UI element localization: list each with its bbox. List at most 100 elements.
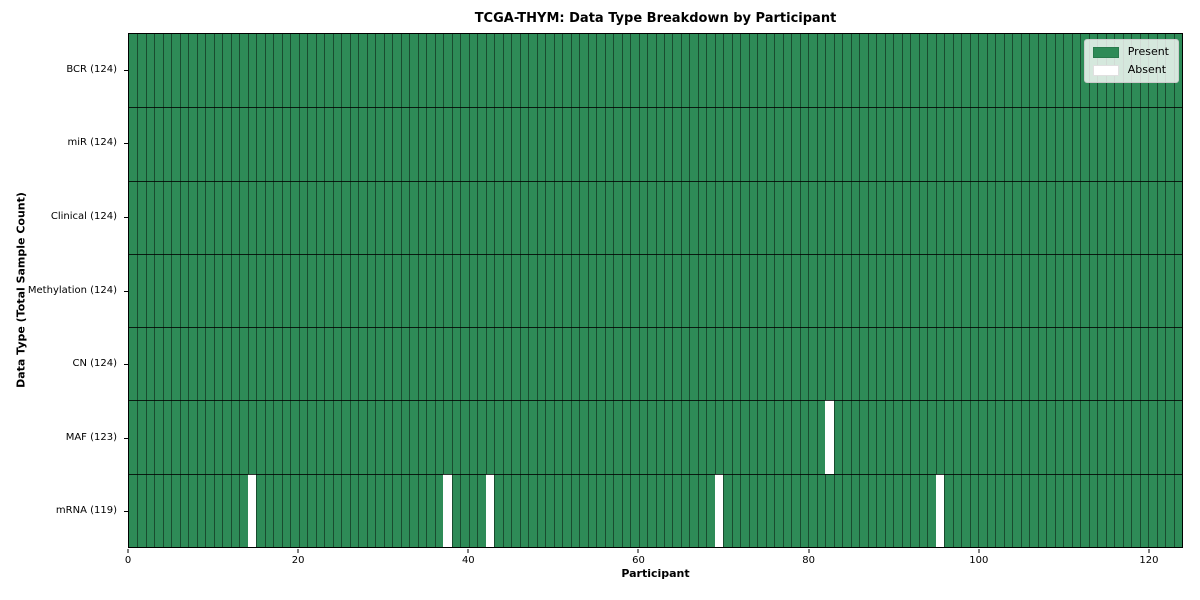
participant-gridline: [562, 34, 564, 547]
y-tick-label-Methylation: Methylation (124): [27, 284, 117, 296]
participant-gridline: [901, 34, 903, 547]
row-separator-line: [129, 400, 1182, 402]
absent-cell-mRNA-p42: [485, 473, 495, 547]
participant-gridline: [757, 34, 759, 547]
participant-gridline: [969, 34, 971, 547]
participant-gridline: [477, 34, 479, 547]
participant-gridline: [256, 34, 258, 547]
participant-gridline: [264, 34, 266, 547]
row-separator-line: [129, 180, 1182, 182]
y-tick-mark: [124, 437, 128, 439]
participant-gridline: [630, 34, 632, 547]
x-tick-label-80: 80: [802, 555, 816, 566]
participant-gridline: [1097, 34, 1099, 547]
participant-gridline: [528, 34, 530, 547]
participant-gridline: [1046, 34, 1048, 547]
participant-gridline: [307, 34, 309, 547]
participant-gridline: [409, 34, 411, 547]
participant-gridline: [332, 34, 334, 547]
participant-gridline: [417, 34, 419, 547]
participant-gridline: [392, 34, 394, 547]
y-tick-mark: [124, 511, 128, 513]
participant-gridline: [383, 34, 385, 547]
participant-gridline: [918, 34, 920, 547]
participant-gridline: [349, 34, 351, 547]
participant-gridline: [1054, 34, 1056, 547]
participant-gridline: [714, 34, 716, 547]
participant-gridline: [1148, 34, 1150, 547]
participant-gridline: [808, 34, 810, 547]
y-tick-mark: [124, 69, 128, 71]
participant-gridline: [502, 34, 504, 547]
participant-gridline: [740, 34, 742, 547]
participant-gridline: [162, 34, 164, 547]
participant-gridline: [587, 34, 589, 547]
participant-gridline: [655, 34, 657, 547]
participant-gridline: [748, 34, 750, 547]
participant-gridline: [222, 34, 224, 547]
participant-gridline: [613, 34, 615, 547]
participant-gridline: [171, 34, 173, 547]
participant-gridline: [995, 34, 997, 547]
participant-gridline: [1012, 34, 1014, 547]
participant-gridline: [460, 34, 462, 547]
x-tick-mark: [637, 549, 639, 553]
participant-gridline: [986, 34, 988, 547]
row-separator-line: [129, 107, 1182, 109]
row-separator-layer: [129, 34, 1182, 547]
x-tick-label-120: 120: [1139, 555, 1159, 566]
participant-gridline: [859, 34, 861, 547]
x-tick-label-40: 40: [461, 555, 475, 566]
participant-gridline: [341, 34, 343, 547]
x-tick-label-20: 20: [291, 555, 305, 566]
participant-gridline: [545, 34, 547, 547]
participant-gridline: [842, 34, 844, 547]
present-swatch: [1092, 46, 1119, 58]
absent-cell-mRNA-p14: [247, 473, 257, 547]
participant-gridline: [1088, 34, 1090, 547]
y-tick-mark: [124, 143, 128, 145]
participant-gridline: [519, 34, 521, 547]
y-tick-label-miR: miR (124): [67, 137, 117, 149]
participant-gridline: [273, 34, 275, 547]
participant-gridline: [893, 34, 895, 547]
x-tick-mark: [978, 549, 980, 553]
x-tick-label-0: 0: [124, 555, 132, 566]
legend-label-present: Present: [1127, 45, 1169, 58]
participant-gridline: [213, 34, 215, 547]
legend: Present Absent: [1083, 39, 1179, 83]
participant-gridline: [927, 34, 929, 547]
y-tick-label-MAF: MAF (123): [65, 431, 117, 443]
participant-gridline: [485, 34, 487, 547]
participant-gridline: [944, 34, 946, 547]
x-tick-mark: [127, 549, 129, 553]
participant-gridline: [697, 34, 699, 547]
participant-gridline: [884, 34, 886, 547]
participant-gridline: [400, 34, 402, 547]
participant-gridline: [850, 34, 852, 547]
participant-gridline: [689, 34, 691, 547]
participant-gridline: [366, 34, 368, 547]
absent-cell-mRNA-p37: [443, 473, 452, 547]
participant-gridline: [604, 34, 606, 547]
participant-gridline: [434, 34, 436, 547]
participant-gridline: [978, 34, 980, 547]
participant-gridline: [1173, 34, 1175, 547]
x-axis-label: Participant: [621, 567, 690, 580]
absent-cell-MAF-p82: [825, 400, 834, 474]
x-tick-mark: [1148, 549, 1150, 553]
participant-gridline: [1114, 34, 1116, 547]
participant-gridline: [579, 34, 581, 547]
participant-gridline: [281, 34, 283, 547]
participant-gridline: [179, 34, 181, 547]
participant-gridline: [647, 34, 648, 547]
legend-label-absent: Absent: [1127, 63, 1167, 76]
absent-cell-mRNA-p69: [714, 473, 724, 547]
participant-gridline: [961, 34, 963, 547]
participant-gridline: [290, 34, 292, 547]
x-tick-label-60: 60: [632, 555, 645, 566]
participant-gridline: [680, 34, 682, 547]
participant-gridline: [952, 34, 954, 547]
participant-gridline: [230, 34, 232, 547]
